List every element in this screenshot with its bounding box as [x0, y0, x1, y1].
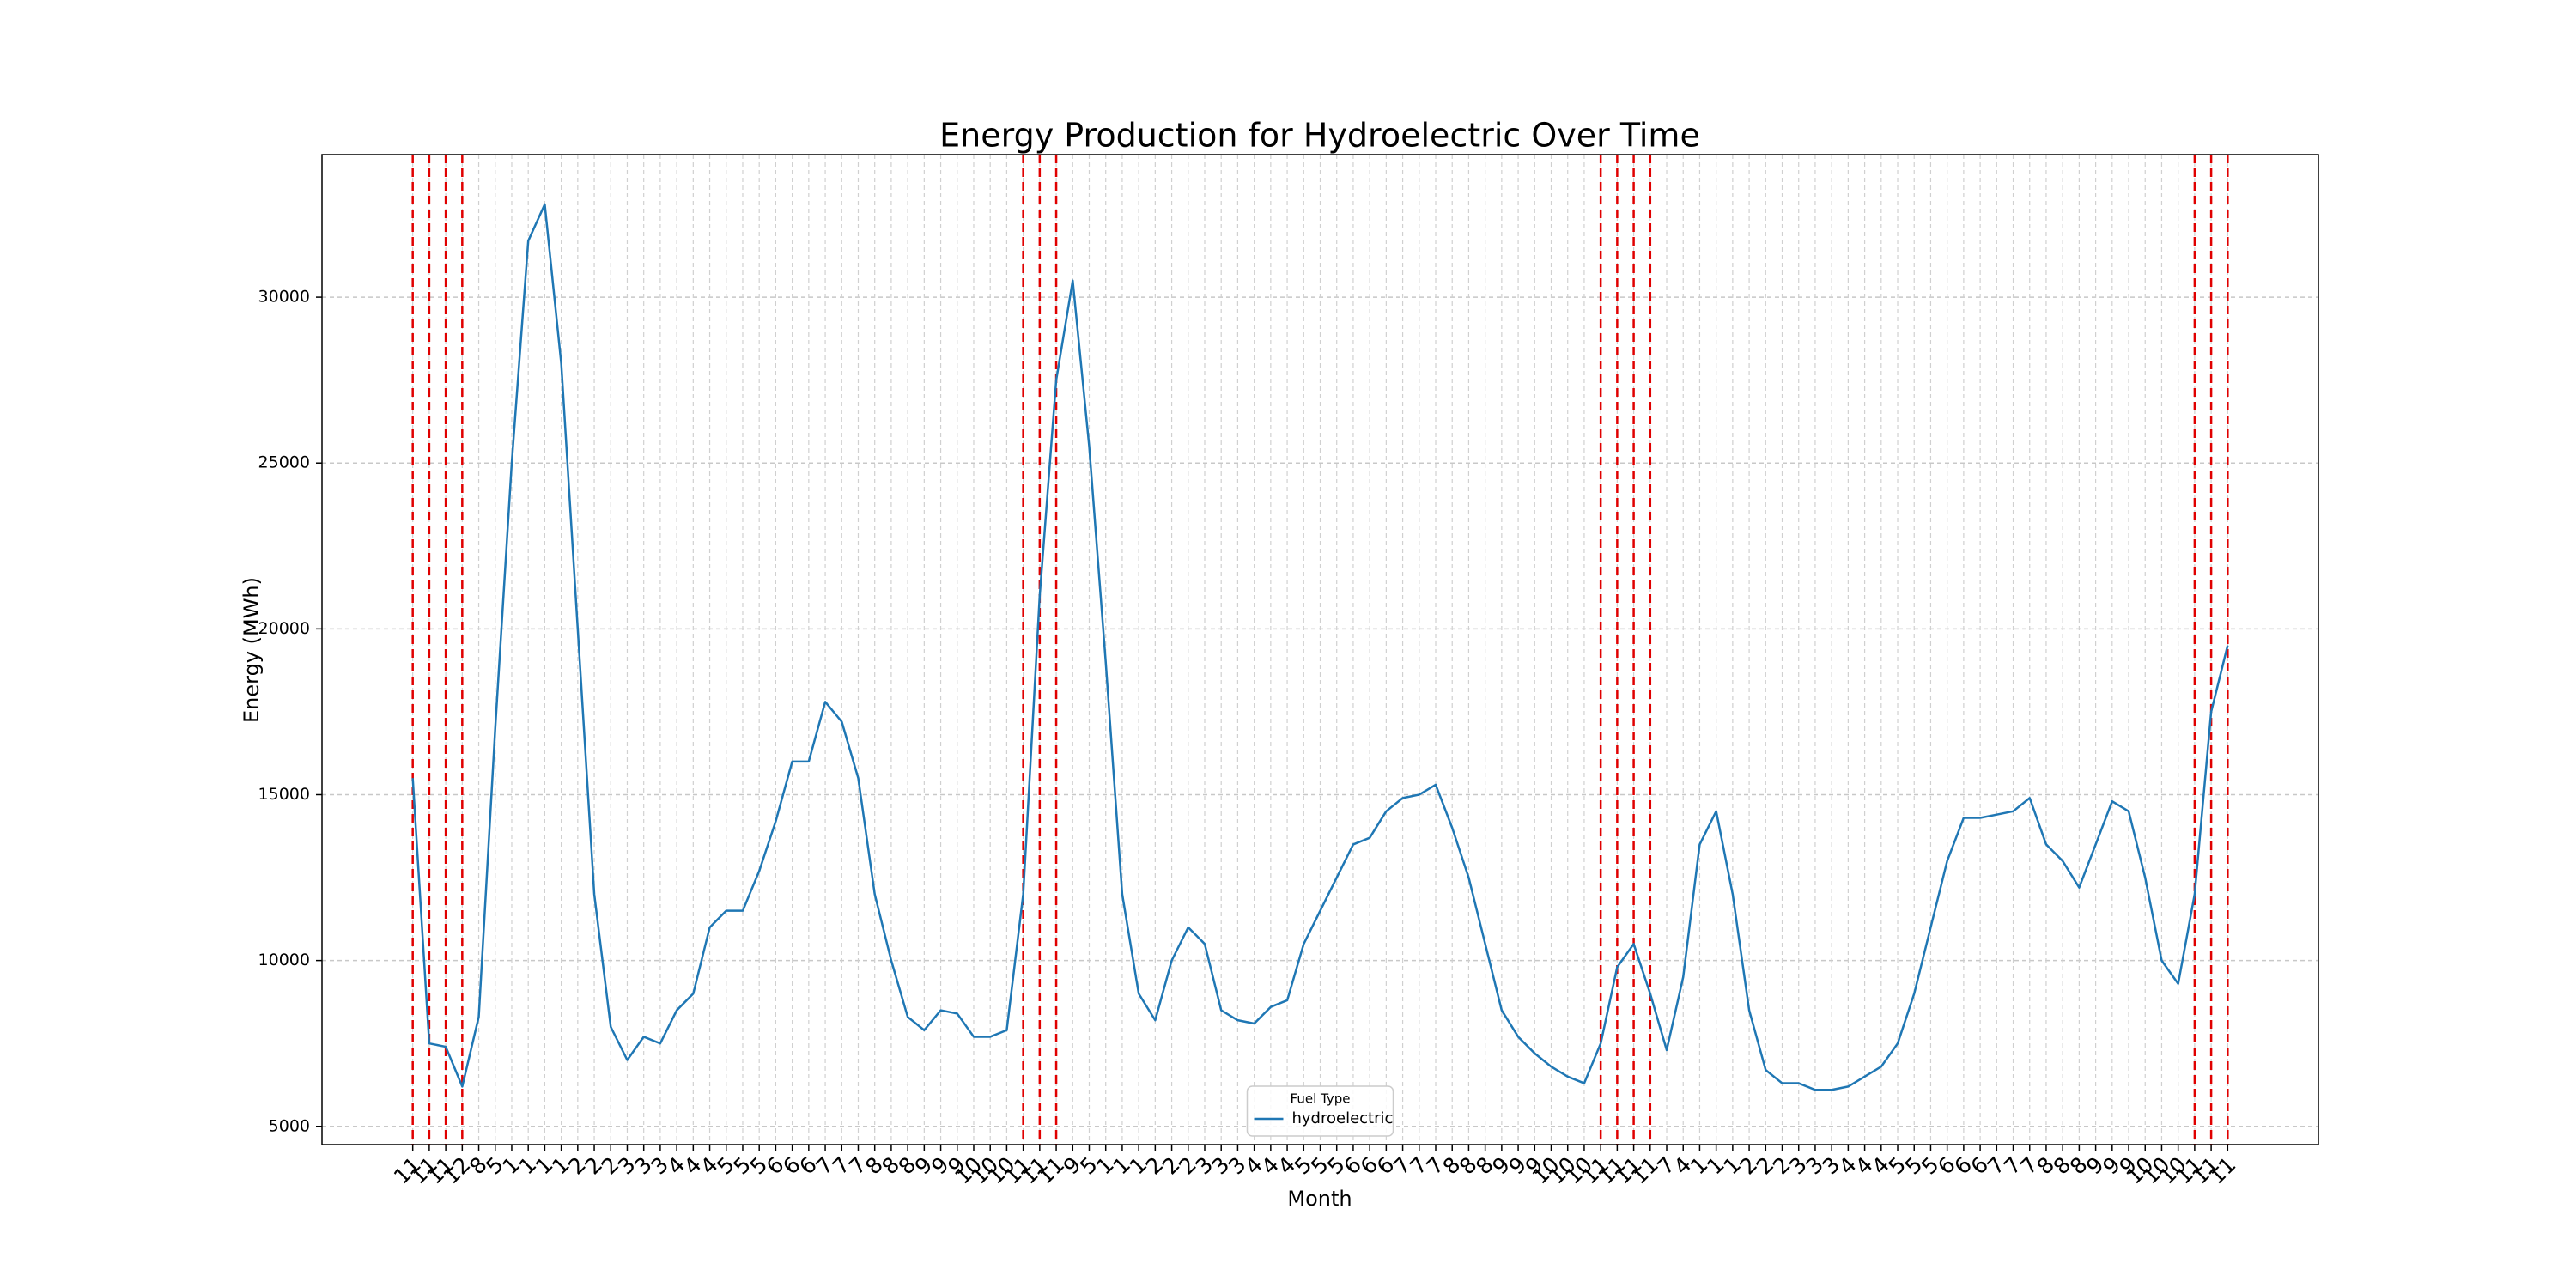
y-tick-label: 5000 [269, 1116, 310, 1135]
y-tick-label: 10000 [258, 951, 310, 969]
y-axis-label: Energy (MWh) [240, 577, 264, 723]
legend-title: Fuel Type [1291, 1091, 1351, 1107]
x-axis-label: Month [1287, 1187, 1352, 1211]
data-line [411, 203, 2229, 1091]
y-tick-label: 20000 [258, 619, 310, 638]
plot-frame [321, 154, 2319, 1145]
legend: Fuel Type hydroelectric [1246, 1085, 1394, 1137]
chart-title: Energy Production for Hydroelectric Over… [939, 117, 1700, 155]
y-tick-label: 30000 [258, 288, 310, 307]
legend-label: hydroelectric [1292, 1109, 1394, 1127]
y-tick-label: 15000 [258, 785, 310, 804]
legend-box [1246, 1085, 1394, 1137]
y-tick-label: 25000 [258, 453, 310, 472]
